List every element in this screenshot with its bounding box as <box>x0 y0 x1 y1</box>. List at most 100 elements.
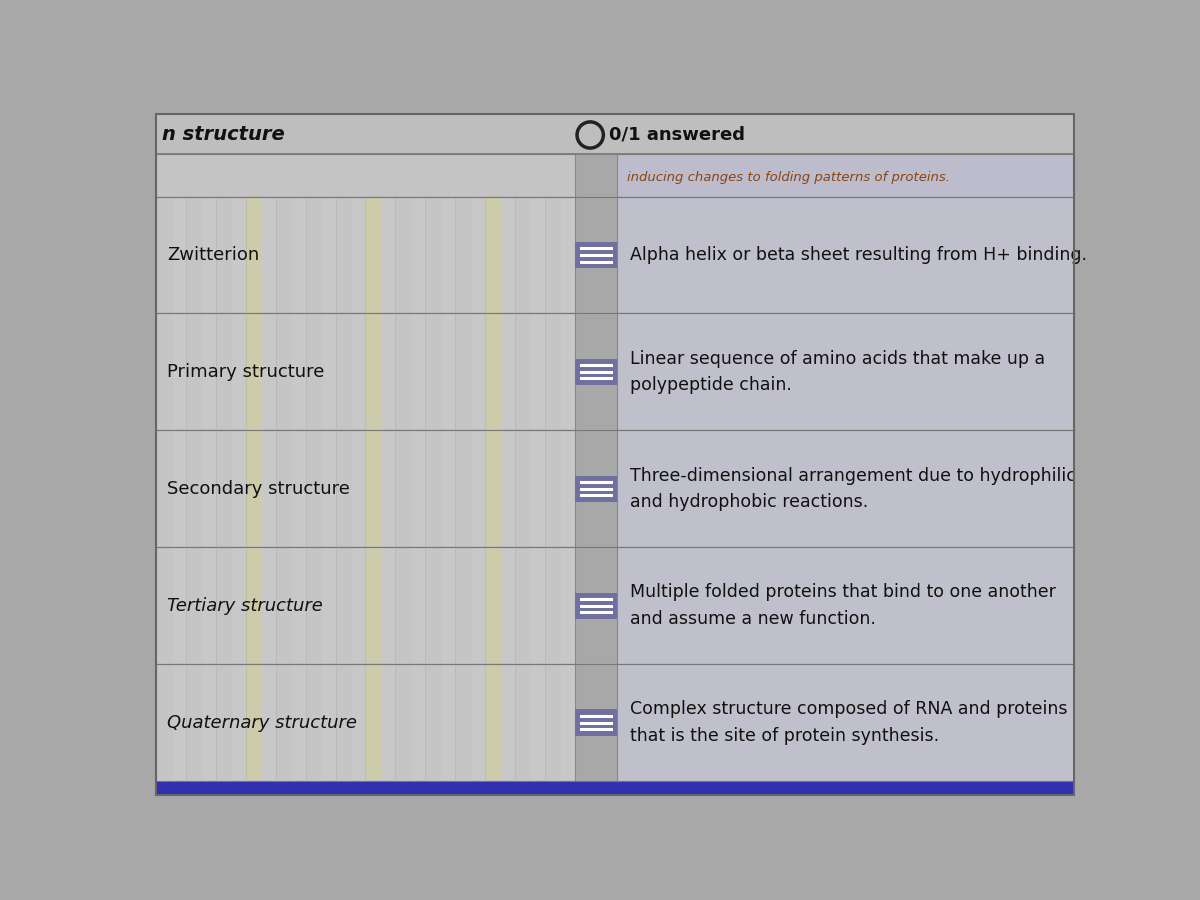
Bar <box>395 431 412 546</box>
Bar <box>425 548 442 663</box>
Bar <box>336 431 352 546</box>
Text: inducing changes to folding patterns of proteins.: inducing changes to folding patterns of … <box>626 171 949 184</box>
Bar <box>336 548 352 663</box>
Bar <box>455 431 472 546</box>
Text: Linear sequence of amino acids that make up a
polypeptide chain.: Linear sequence of amino acids that make… <box>630 350 1045 394</box>
Bar <box>455 197 472 312</box>
Bar <box>216 314 233 429</box>
Bar <box>395 665 412 780</box>
Bar <box>246 314 263 429</box>
Bar <box>336 665 352 780</box>
Bar <box>425 197 442 312</box>
Bar <box>276 197 293 312</box>
Bar <box>306 197 322 312</box>
Bar <box>306 665 322 780</box>
Bar <box>336 314 352 429</box>
Bar <box>485 314 502 429</box>
Bar <box>336 197 352 312</box>
Bar <box>575 709 617 735</box>
Bar <box>246 431 263 546</box>
Bar <box>545 197 562 312</box>
Bar <box>395 548 412 663</box>
Bar <box>575 242 617 268</box>
Bar <box>156 313 575 430</box>
Bar <box>156 196 575 313</box>
Text: Alpha helix or beta sheet resulting from H+ binding.: Alpha helix or beta sheet resulting from… <box>630 246 1087 264</box>
Bar <box>156 154 575 196</box>
Bar <box>186 665 203 780</box>
Bar <box>485 197 502 312</box>
Bar <box>186 197 203 312</box>
Bar <box>617 313 1074 430</box>
Bar <box>515 665 532 780</box>
Bar <box>246 197 263 312</box>
Bar <box>515 197 532 312</box>
Bar <box>455 548 472 663</box>
Bar <box>156 114 1074 154</box>
Bar <box>156 197 173 312</box>
Bar <box>575 359 617 385</box>
Text: Complex structure composed of RNA and proteins
that is the site of protein synth: Complex structure composed of RNA and pr… <box>630 700 1067 744</box>
Bar <box>617 664 1074 781</box>
Bar <box>216 197 233 312</box>
Bar <box>395 197 412 312</box>
Bar <box>186 314 203 429</box>
Text: Primary structure: Primary structure <box>167 363 324 381</box>
Bar <box>485 665 502 780</box>
Bar <box>216 548 233 663</box>
Text: Multiple folded proteins that bind to one another
and assume a new function.: Multiple folded proteins that bind to on… <box>630 583 1056 628</box>
Bar <box>306 314 322 429</box>
Bar <box>156 547 575 664</box>
Bar <box>545 665 562 780</box>
Bar <box>186 548 203 663</box>
Bar <box>455 314 472 429</box>
Bar <box>617 430 1074 547</box>
Bar <box>545 314 562 429</box>
Bar <box>156 548 173 663</box>
Bar <box>545 548 562 663</box>
Bar <box>455 665 472 780</box>
Bar <box>575 476 617 502</box>
Bar <box>156 665 173 780</box>
Bar <box>216 431 233 546</box>
Bar <box>276 314 293 429</box>
Bar <box>425 665 442 780</box>
Text: Zwitterion: Zwitterion <box>167 246 259 264</box>
Bar <box>276 431 293 546</box>
Bar <box>425 314 442 429</box>
Bar <box>156 430 575 547</box>
Bar <box>156 431 173 546</box>
Text: Three-dimensional arrangement due to hydrophilic
and hydrophobic reactions.: Three-dimensional arrangement due to hyd… <box>630 466 1075 511</box>
Bar <box>156 781 1074 795</box>
Bar <box>216 665 233 780</box>
Bar <box>246 665 263 780</box>
Bar <box>395 314 412 429</box>
Bar <box>366 314 382 429</box>
Bar <box>156 314 173 429</box>
Bar <box>515 548 532 663</box>
Bar <box>366 431 382 546</box>
Text: Quaternary structure: Quaternary structure <box>167 714 358 732</box>
Bar <box>485 431 502 546</box>
Bar <box>276 665 293 780</box>
Bar <box>186 431 203 546</box>
Text: n structure: n structure <box>162 125 286 145</box>
Bar <box>485 548 502 663</box>
Bar <box>617 196 1074 313</box>
Text: 0/1 answered: 0/1 answered <box>608 126 745 144</box>
Bar <box>366 197 382 312</box>
Text: Tertiary structure: Tertiary structure <box>167 597 323 615</box>
Bar <box>276 548 293 663</box>
Bar <box>617 154 1074 196</box>
Bar <box>156 664 575 781</box>
Bar <box>306 431 322 546</box>
Bar <box>515 314 532 429</box>
Bar <box>545 431 562 546</box>
Bar <box>366 665 382 780</box>
Bar <box>425 431 442 546</box>
Bar <box>306 548 322 663</box>
Bar <box>366 548 382 663</box>
Text: Secondary structure: Secondary structure <box>167 480 350 498</box>
Bar <box>515 431 532 546</box>
Bar <box>575 592 617 618</box>
